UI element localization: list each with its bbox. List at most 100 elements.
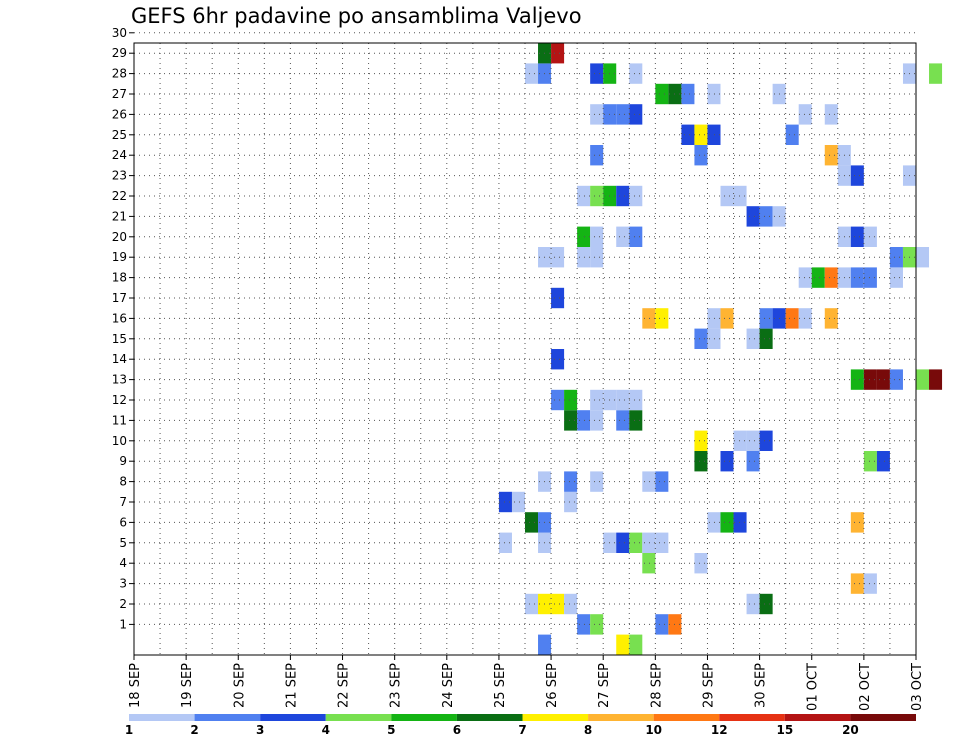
heat-cell: [655, 83, 669, 105]
legend-label: 6: [453, 723, 461, 737]
x-tick-label: 27 SEP: [597, 663, 612, 708]
y-tick-label: 7: [119, 495, 127, 509]
x-tick-label: 29 SEP: [701, 663, 716, 708]
legend-label: 15: [776, 723, 793, 737]
heat-cell: [616, 104, 630, 125]
y-tick-label: 4: [119, 556, 127, 570]
x-tick-label: 24 SEP: [441, 663, 456, 708]
heat-cell: [590, 247, 604, 268]
legend-swatch: [719, 714, 785, 721]
heat-cell: [733, 185, 747, 207]
heat-cell: [824, 104, 838, 125]
heat-cell: [876, 451, 890, 472]
y-tick-label: 5: [119, 536, 127, 550]
y-tick-label: 19: [112, 250, 127, 264]
legend-swatch: [325, 714, 392, 721]
x-tick-label: 01 OCT: [806, 663, 821, 711]
heat-cell: [876, 369, 890, 390]
heat-cell: [694, 328, 708, 349]
heat-cell: [850, 267, 864, 288]
heat-cell: [863, 226, 877, 247]
heat-cell: [824, 267, 838, 288]
legend-swatch: [850, 714, 916, 721]
x-tick-label: 03 OCT: [910, 663, 925, 711]
legend-swatch: [129, 714, 195, 721]
heat-cell: [564, 389, 578, 411]
heat-cell: [629, 104, 643, 125]
y-tick-label: 16: [112, 311, 127, 325]
heat-cell: [551, 43, 565, 64]
heat-cell: [798, 267, 812, 288]
heat-cell: [590, 104, 604, 125]
heat-cell: [707, 308, 721, 329]
heat-cell: [629, 389, 643, 411]
legend-label: 5: [387, 723, 395, 737]
legend-swatch: [653, 714, 720, 721]
x-tick-label: 23 SEP: [389, 663, 404, 708]
heat-cell: [694, 145, 708, 166]
heat-cell: [746, 451, 760, 472]
heat-cell: [720, 512, 734, 533]
x-tick-label: 20 SEP: [232, 663, 247, 708]
heat-cell: [655, 471, 669, 492]
y-tick-label: 23: [112, 169, 127, 183]
y-tick-label: 21: [112, 209, 127, 223]
y-tick-label: 13: [112, 373, 127, 387]
heat-cell: [616, 389, 630, 411]
heat-cell: [577, 226, 591, 247]
heat-cell: [655, 532, 669, 553]
legend-swatch: [194, 714, 261, 721]
heat-cell: [551, 247, 565, 268]
heat-cell: [720, 185, 734, 207]
heat-cell: [850, 512, 864, 533]
x-tick-label: 28 SEP: [649, 663, 664, 708]
heat-cell: [577, 247, 591, 268]
heat-cell: [824, 308, 838, 329]
heat-cell: [564, 471, 578, 492]
x-tick-label: 22 SEP: [337, 663, 352, 708]
heat-cell: [616, 634, 630, 655]
y-tick-label: 1: [119, 617, 127, 631]
y-tick-label: 15: [112, 332, 127, 346]
y-tick-label: 11: [112, 413, 127, 427]
heat-cell: [629, 532, 643, 553]
legend-swatch: [522, 714, 589, 721]
heat-cell: [538, 634, 552, 655]
y-tick-label: 18: [112, 271, 127, 285]
heat-cell: [616, 226, 630, 247]
y-tick-label: 25: [112, 128, 127, 142]
heat-cell: [889, 247, 903, 268]
heat-cell: [929, 63, 943, 84]
heat-cell: [720, 451, 734, 472]
heat-cell: [733, 430, 747, 451]
heat-cell: [629, 185, 643, 207]
legend-label: 7: [518, 723, 526, 737]
heat-cell: [929, 369, 943, 390]
x-tick-label: 19 SEP: [180, 663, 195, 708]
heat-cell: [759, 206, 773, 227]
heat-cell: [590, 410, 604, 431]
heat-cell: [629, 226, 643, 247]
heat-cell: [759, 308, 773, 329]
heat-cell: [525, 593, 539, 615]
x-tick-label: 26 SEP: [545, 663, 560, 708]
heat-cell: [720, 308, 734, 329]
y-tick-label: 28: [112, 67, 127, 81]
heat-cell: [798, 104, 812, 125]
legend-label: 8: [584, 723, 592, 737]
heat-cell: [577, 614, 591, 635]
heat-cell: [642, 471, 656, 492]
heat-cell: [551, 349, 565, 370]
heat-cell: [642, 553, 656, 574]
heat-cell: [590, 226, 604, 247]
heat-cell: [616, 185, 630, 207]
legend-label: 2: [190, 723, 198, 737]
heat-cell: [590, 145, 604, 166]
legend-label: 3: [256, 723, 264, 737]
y-tick-label: 9: [119, 454, 127, 468]
heat-cell: [759, 430, 773, 451]
y-tick-label: 8: [119, 475, 127, 489]
legend-label: 12: [711, 723, 728, 737]
legend-label: 20: [842, 723, 859, 737]
